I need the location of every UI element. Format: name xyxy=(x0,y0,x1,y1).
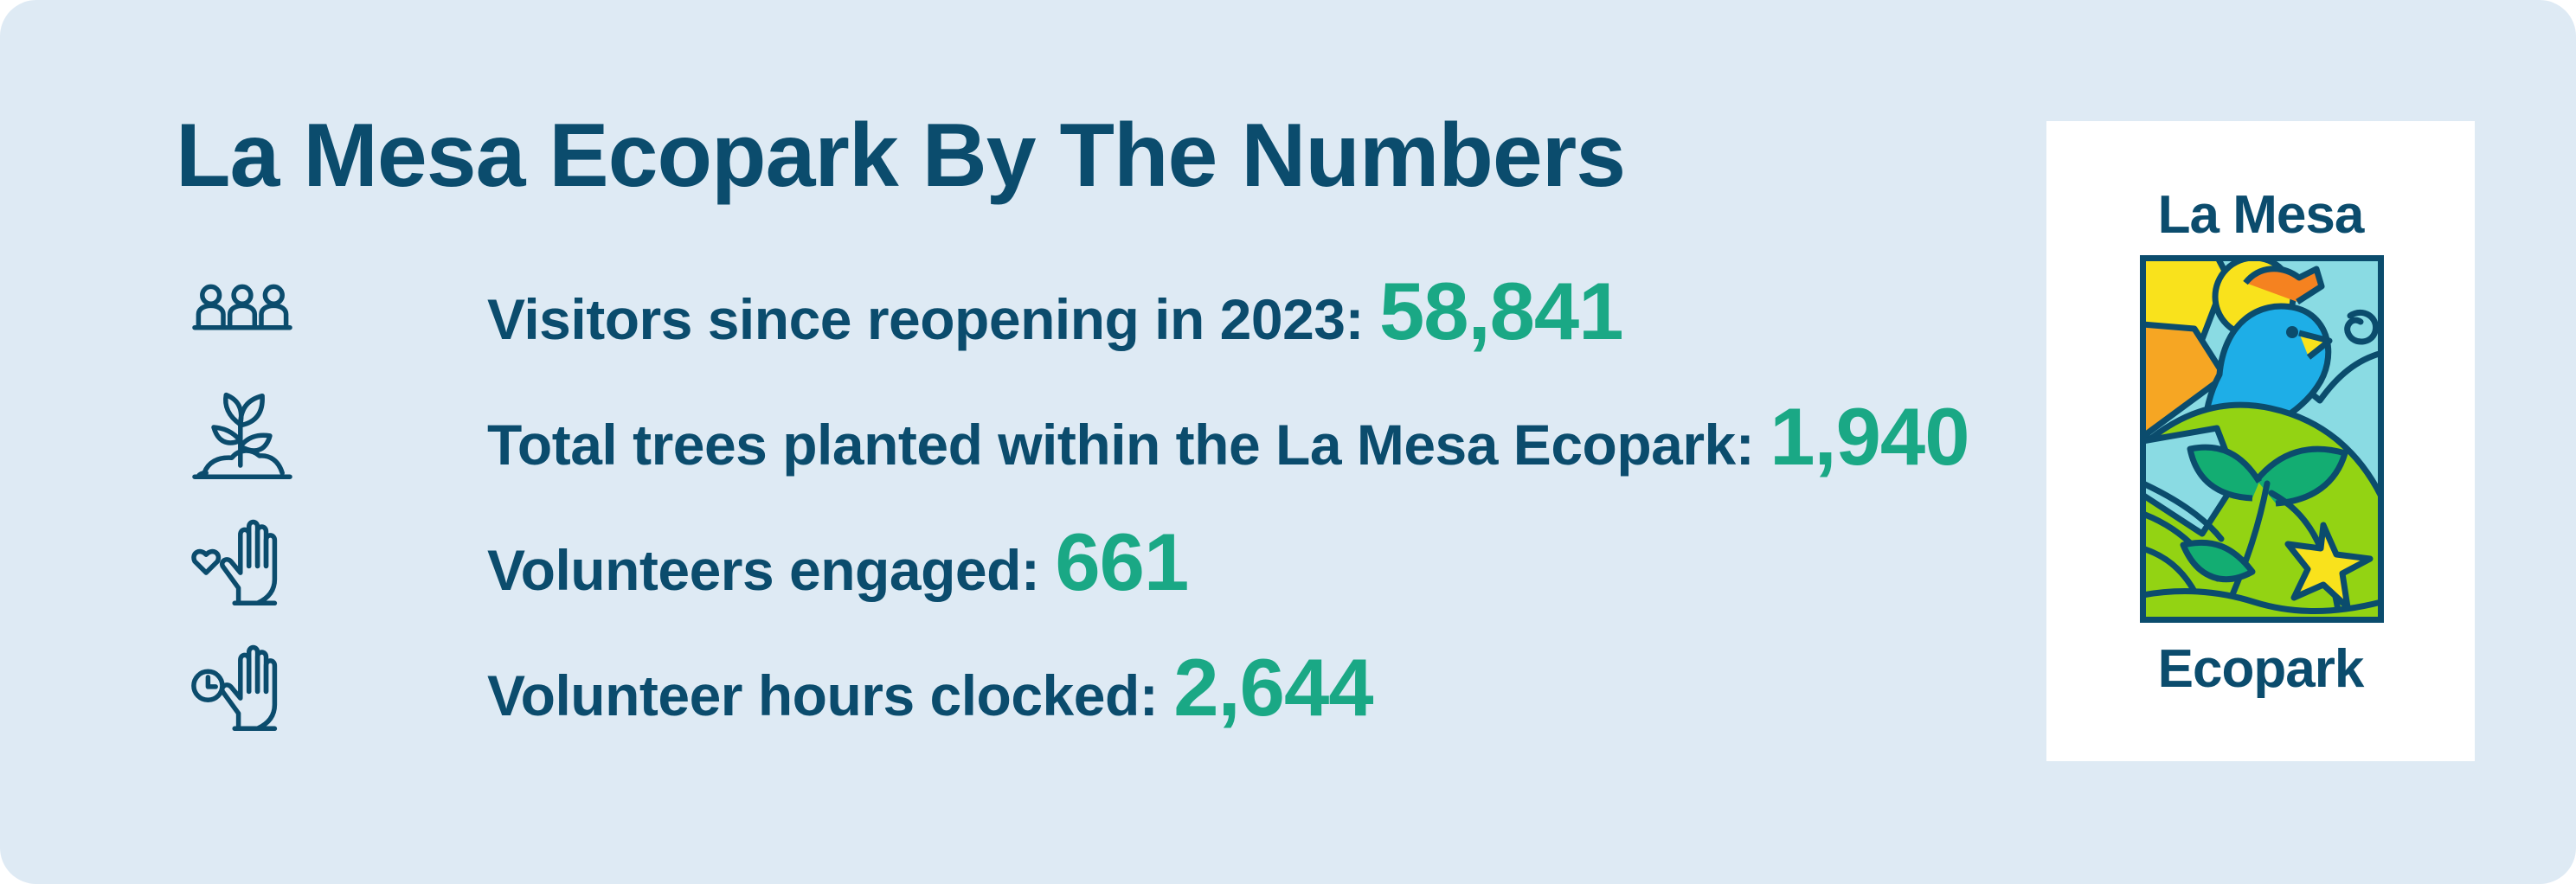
stat-text-volunteers: Volunteers engaged: 661 xyxy=(487,516,1189,607)
stat-label: Total trees planted within the La Mesa E… xyxy=(487,413,1755,477)
stat-value: 661 xyxy=(1055,516,1189,607)
stat-text-trees: Total trees planted within the La Mesa E… xyxy=(487,396,1969,477)
logo-bottom-text: Ecopark xyxy=(2157,639,2365,699)
stats-list: Visitors since reopening in 2023: 58,841 xyxy=(182,251,1999,753)
ecopark-logo: La Mesa Ecopark xyxy=(2046,121,2475,761)
stat-value: 58,841 xyxy=(1378,266,1624,356)
stat-value: 1,940 xyxy=(1770,391,1969,482)
stat-item-hours: Volunteer hours clocked: 2,644 xyxy=(182,627,1999,748)
tree-sprout-icon xyxy=(182,376,303,497)
heart-hand-icon xyxy=(182,502,303,623)
stat-label: Volunteer hours clocked: xyxy=(487,663,1159,727)
clock-hand-icon xyxy=(182,627,303,748)
stat-item-trees: Total trees planted within the La Mesa E… xyxy=(182,376,1999,497)
stat-text-hours: Volunteer hours clocked: 2,644 xyxy=(487,642,1374,733)
stat-label: Visitors since reopening in 2023: xyxy=(487,287,1364,351)
stat-value: 2,644 xyxy=(1173,642,1373,733)
bird-sun-leaves-logo-icon xyxy=(2140,255,2384,623)
stat-text-visitors: Visitors since reopening in 2023: 58,841 xyxy=(487,271,1623,352)
stat-item-volunteers: Volunteers engaged: 661 xyxy=(182,502,1999,623)
stat-item-visitors: Visitors since reopening in 2023: 58,841 xyxy=(182,251,1999,372)
people-group-icon xyxy=(182,251,303,372)
stat-label: Volunteers engaged: xyxy=(487,538,1040,602)
page-title: La Mesa Ecopark By The Numbers xyxy=(176,106,1626,206)
logo-top-text: La Mesa xyxy=(2157,185,2365,245)
